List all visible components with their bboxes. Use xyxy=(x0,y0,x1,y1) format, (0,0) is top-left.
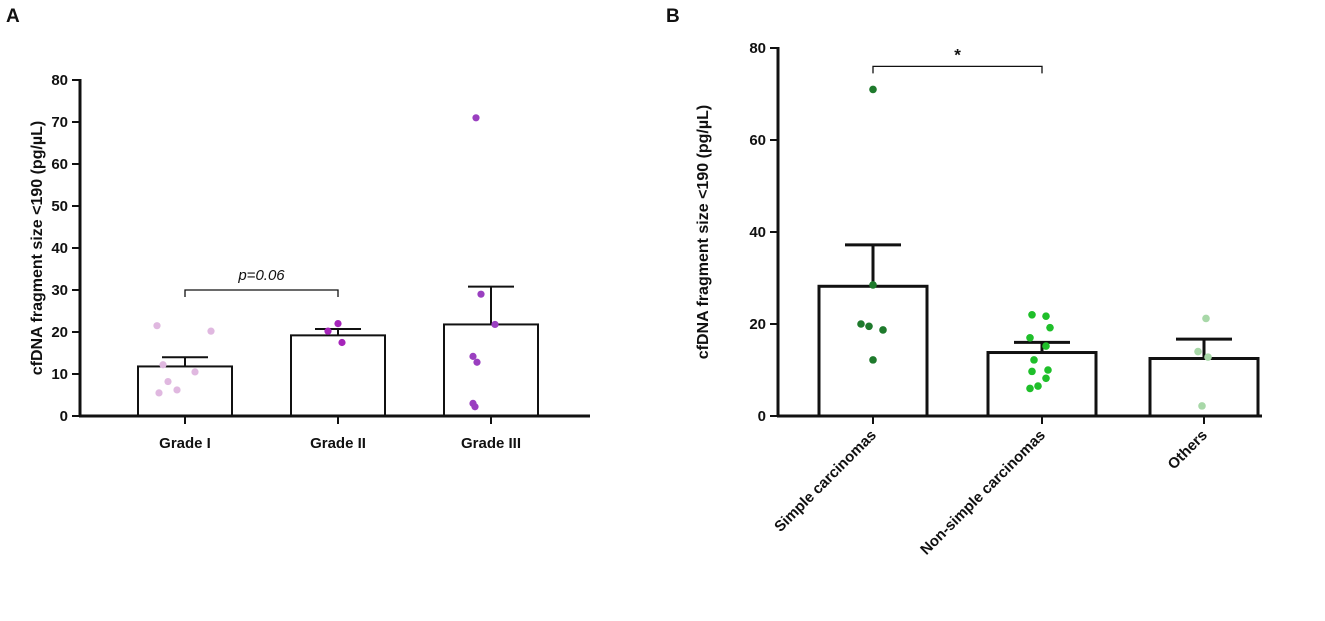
data-point xyxy=(1028,311,1036,319)
data-point xyxy=(1198,402,1206,410)
y-tick-label: 0 xyxy=(60,408,68,425)
data-point xyxy=(869,85,877,94)
y-tick-label: 60 xyxy=(749,132,766,149)
data-point xyxy=(469,352,477,360)
data-point xyxy=(334,320,342,328)
data-point xyxy=(173,386,181,394)
y-tick-label: 10 xyxy=(51,366,68,383)
data-point xyxy=(1028,367,1036,376)
x-category-label: Others xyxy=(1165,427,1211,473)
data-point xyxy=(879,326,887,334)
data-point xyxy=(471,403,479,411)
data-point xyxy=(191,368,199,376)
data-point xyxy=(155,389,163,397)
data-point xyxy=(164,377,172,386)
data-point xyxy=(207,327,215,335)
y-tick-label: 0 xyxy=(758,408,766,425)
data-point xyxy=(1026,384,1034,393)
bar-1 xyxy=(137,365,233,418)
y-tick-label: 20 xyxy=(749,316,766,333)
y-tick-label: 80 xyxy=(749,40,766,57)
y-tick-label: 40 xyxy=(51,240,68,257)
data-point xyxy=(338,338,346,347)
y-tick-label: 50 xyxy=(51,198,68,215)
significance-bracket xyxy=(184,289,339,297)
data-point xyxy=(1202,314,1210,323)
data-point xyxy=(857,320,865,328)
data-point xyxy=(1026,334,1034,342)
data-point xyxy=(1030,356,1038,364)
y-tick-label: 40 xyxy=(749,224,766,241)
significance-bracket xyxy=(872,65,1043,74)
data-point xyxy=(324,327,332,335)
data-point xyxy=(1204,353,1212,361)
y-tick-label: 60 xyxy=(51,156,68,173)
panel-a-chart: A 0 10 20 30 40 50 60 70 80 Grade I Grade II Grade … xyxy=(6,6,590,452)
data-point xyxy=(153,322,161,330)
data-point xyxy=(869,281,877,289)
x-category-label: Grade I xyxy=(159,435,211,452)
data-point xyxy=(159,361,167,369)
significance-label: p=0.06 xyxy=(237,267,285,284)
panel-a-marks: 0 10 20 30 40 50 60 70 80 Grade I Grade II Grade II… xyxy=(51,72,590,452)
panel-a-letter: A xyxy=(6,6,20,27)
y-tick-label: 70 xyxy=(51,114,68,131)
y-tick-label: 30 xyxy=(51,282,68,299)
panel-b-y-axis-title: cfDNA fragment size <190 (pg/µL) xyxy=(695,105,712,359)
bar-2 xyxy=(986,351,1098,418)
x-category-label: Non-simple carcinomas xyxy=(917,427,1049,559)
panel-a-y-axis-title: cfDNA fragment size <190 (pg/µL) xyxy=(29,121,46,375)
panel-b-letter: B xyxy=(666,6,680,27)
y-tick-label: 80 xyxy=(51,72,68,89)
data-point xyxy=(1042,312,1050,320)
y-tick-label: 20 xyxy=(51,324,68,341)
data-point xyxy=(869,356,877,364)
data-point xyxy=(477,290,485,298)
x-category-label: Simple carcinomas xyxy=(771,427,880,536)
panel-b-chart: B 0 20 40 60 80 Simple carcinomas Non-simple c… xyxy=(666,6,1262,558)
data-point xyxy=(473,358,481,366)
data-point xyxy=(865,322,873,331)
data-point xyxy=(1194,347,1202,356)
significance-label: * xyxy=(954,45,961,64)
x-category-label: Grade III xyxy=(461,435,521,452)
data-point xyxy=(1044,366,1052,374)
data-point xyxy=(472,114,480,122)
data-point xyxy=(491,320,499,329)
x-category-label: Grade II xyxy=(310,435,366,452)
data-point xyxy=(1046,323,1054,332)
bar-2 xyxy=(290,334,386,417)
data-point xyxy=(1034,382,1042,390)
data-point xyxy=(1042,342,1050,350)
panel-b-marks: 0 20 40 60 80 Simple carcinomas Non-simple car… xyxy=(749,40,1262,558)
bar-3 xyxy=(443,323,539,417)
bar-1 xyxy=(817,284,929,418)
data-point xyxy=(1042,374,1050,383)
